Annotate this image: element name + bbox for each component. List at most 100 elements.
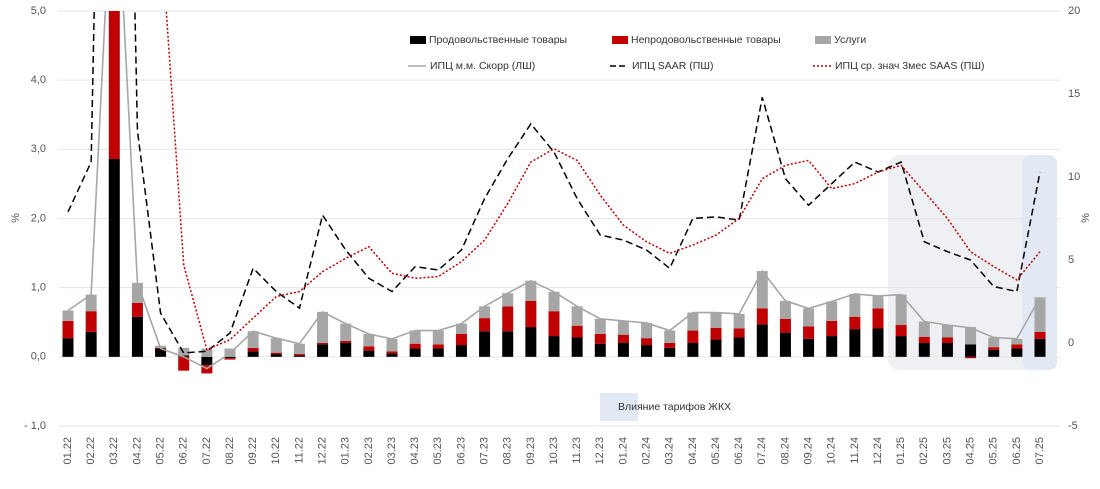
bar [617,334,629,343]
legend-swatch [612,36,628,44]
bar [641,322,653,339]
bar [594,343,606,357]
bar [779,300,791,319]
bar [293,355,305,357]
legend-label: Услуги [834,34,866,46]
bar [733,337,745,357]
x-tick-label: 06.25 [1011,437,1023,465]
bar [455,323,467,335]
y2-tick-label: 20 [1068,5,1080,17]
bar [201,356,213,366]
bar [710,327,722,340]
bar [849,293,861,317]
x-tick-label: 02.24 [640,437,652,465]
x-tick-label: 09.22 [247,437,259,465]
legend-swatch [815,36,831,44]
bar [664,330,676,343]
bar [386,338,398,352]
bar [224,358,236,360]
bar [594,334,606,344]
bar [687,312,699,331]
bar [409,343,421,349]
bar [340,323,352,341]
bar [803,308,815,327]
x-tick-label: 05.25 [988,437,1000,465]
x-tick-label: 04.23 [409,437,421,465]
bar [386,351,398,354]
x-tick-label: 10.22 [270,437,282,465]
y2-axis-label: % [1080,213,1092,223]
bar [548,311,560,337]
bar [201,348,213,357]
y2-tick-label: 15 [1068,88,1080,100]
y2-tick-label: 10 [1068,171,1080,183]
bar [733,313,745,329]
bar [941,337,953,343]
x-tick-label: 07.22 [201,437,213,465]
bar [895,325,907,337]
bar [224,356,236,359]
bar [502,306,514,332]
y-tick-label: 0,0 [31,351,46,363]
x-tick-label: 02.22 [85,437,97,465]
bar [733,328,745,338]
bar [340,340,352,343]
bar [131,316,143,357]
bar [1034,297,1046,332]
legend-swatch [410,36,426,44]
bar [988,337,1000,348]
bar [155,348,167,357]
bar [918,321,930,337]
bar [432,348,444,357]
x-tick-label: 08.24 [779,437,791,465]
bar [872,295,884,309]
annotation: Влияние тарифов ЖКХ [618,401,731,413]
bar [548,291,560,312]
bar [363,350,375,357]
y-tick-label: 5,0 [31,5,46,17]
bar [247,347,259,352]
x-tick-label: 02.25 [918,437,930,465]
bar [548,336,560,357]
x-tick-label: 02.23 [363,437,375,465]
bar [85,331,97,357]
x-tick-label: 01.24 [617,437,629,465]
x-tick-label: 06.22 [178,437,190,465]
bar [710,312,722,328]
y2-tick-label: 5 [1068,254,1074,266]
bar [756,324,768,357]
line [67,11,1041,370]
bar [988,349,1000,357]
bar [918,336,930,343]
bar [62,310,74,321]
x-tick-label: 11.23 [571,437,583,464]
bar [270,354,282,357]
y-tick-label: 4,0 [31,74,46,86]
bar [178,356,190,371]
bar [1011,344,1023,349]
bar [455,334,467,346]
annotation-swatch [600,393,638,421]
bar [1011,338,1023,345]
bar [710,339,722,357]
bar [941,343,953,357]
bar [293,354,305,356]
bar [270,338,282,353]
x-tick-label: 03.22 [108,437,120,465]
bar [62,320,74,339]
x-tick-label: 08.22 [224,437,236,465]
bar [594,318,606,335]
x-tick-label: 07.23 [478,437,490,465]
x-tick-label: 05.24 [710,437,722,465]
x-tick-label: 12.24 [872,437,884,465]
bar [571,337,583,357]
bar [895,336,907,357]
bar [965,327,977,345]
bar [293,343,305,355]
x-tick-label: 12.22 [316,437,328,465]
legend-label: ИПЦ м.м. Скорр (ЛШ) [430,60,535,72]
x-tick-label: 12.23 [594,437,606,465]
x-tick-label: 03.23 [386,437,398,465]
highlight-region [1022,155,1057,370]
